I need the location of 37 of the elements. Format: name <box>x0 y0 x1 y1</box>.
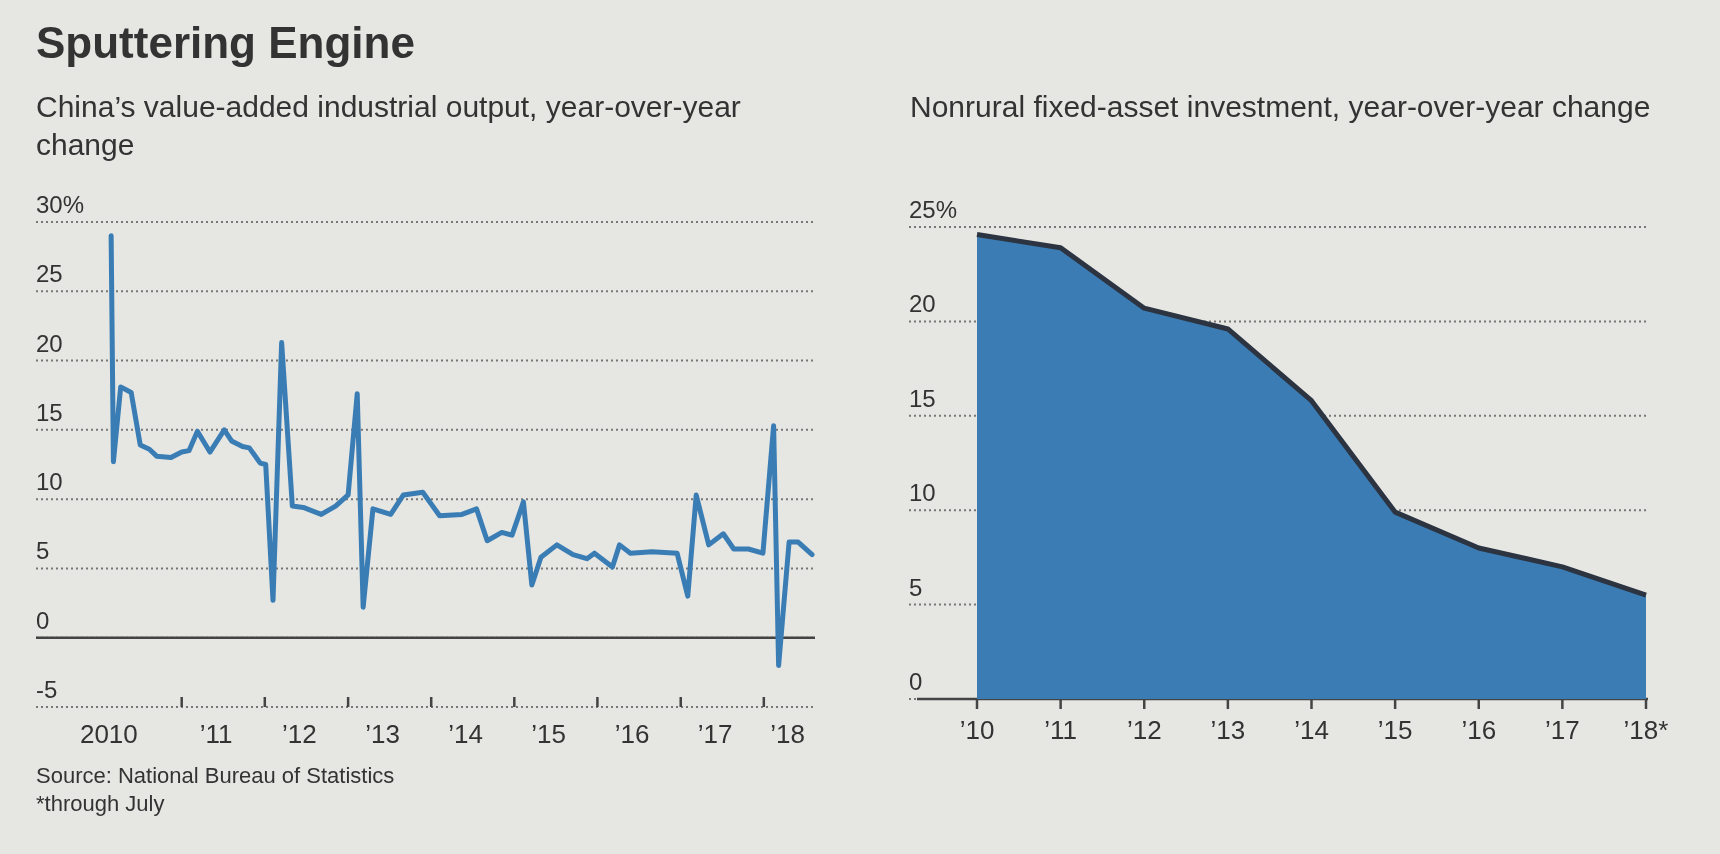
y-tick-label: 10 <box>909 479 936 507</box>
x-tick-label: ’15 <box>1377 715 1413 745</box>
x-tick-label: ’18* <box>1623 715 1669 745</box>
y-tick-label: 5 <box>909 573 923 601</box>
x-tick-label: ’14 <box>1294 715 1329 745</box>
y-tick-label: -5 <box>36 676 58 703</box>
chart-subtitle: Nonrural fixed-asset investment, year-over-year change <box>910 89 1652 125</box>
x-tick-label: ’11 <box>199 719 233 749</box>
x-tick-label: ’11 <box>1044 715 1078 745</box>
x-tick-label: ’14 <box>448 719 483 749</box>
x-tick-label: ’12 <box>282 719 317 749</box>
x-tick-label: ’16 <box>1461 715 1497 745</box>
y-tick-label: 0 <box>909 668 923 695</box>
y-tick-label: 30% <box>36 191 85 218</box>
y-tick-label: 15 <box>909 384 936 412</box>
y-tick-label: 0 <box>36 606 50 634</box>
y-tick-label: 5 <box>36 537 50 565</box>
text: *through July <box>36 790 166 818</box>
chart-title: Sputtering Engine <box>36 18 415 68</box>
x-tick-label: ’18 <box>770 719 805 749</box>
source-note: Source: National Bureau of Statistics <box>36 762 395 790</box>
x-tick-label: ’17 <box>1545 715 1580 745</box>
x-tick-label: ’17 <box>697 719 733 749</box>
x-tick-label: ’15 <box>531 719 567 749</box>
y-tick-label: 25 <box>36 260 63 288</box>
x-tick-label: ’12 <box>1126 715 1162 745</box>
y-tick-label: 10 <box>36 468 63 496</box>
x-tick-label: 2010 <box>79 719 138 749</box>
x-tick-label: ’13 <box>1210 715 1246 745</box>
chart-subtitle: China’s value-added industrial output, year-over-year change <box>36 89 742 163</box>
y-tick-label: 25% <box>909 196 958 223</box>
y-tick-label: 15 <box>36 398 63 426</box>
x-tick-label: ’13 <box>365 719 400 749</box>
x-tick-label: ’10 <box>959 715 995 745</box>
x-tick-label: ’16 <box>614 719 650 749</box>
y-tick-label: 20 <box>36 329 63 357</box>
y-tick-label: 20 <box>909 290 936 318</box>
